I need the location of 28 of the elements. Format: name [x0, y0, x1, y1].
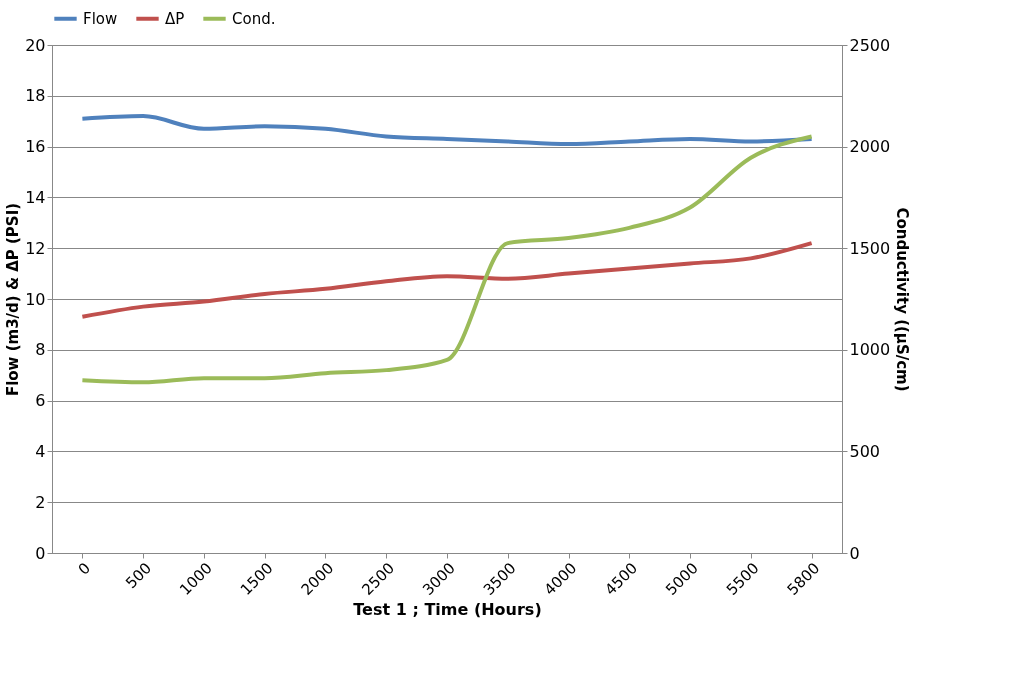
y-tick-label: 14 [25, 187, 46, 207]
y-tick-label: 16 [25, 137, 46, 157]
y2-tick-label: 2000 [849, 137, 891, 157]
y2-tick-label: 500 [849, 441, 881, 461]
legend-label: Cond. [232, 9, 276, 28]
y-tick-label: 10 [25, 289, 46, 309]
y2-tick-label: 1500 [849, 238, 891, 258]
y-tick-label: 4 [35, 441, 46, 461]
y2-axis-title: Conductivity ((µS/cm) [893, 207, 912, 392]
x-tick-label: 0 [74, 559, 95, 579]
y-tick-label: 6 [35, 391, 46, 411]
y2-tick-label: 1000 [849, 340, 891, 360]
line-series [80, 114, 814, 147]
y-tick-label: 2 [35, 492, 46, 512]
y-tick-label: 18 [25, 86, 46, 106]
line-series [80, 241, 814, 319]
legend-label: ΔP [165, 9, 185, 28]
y-tick-label: 0 [35, 543, 46, 563]
y2-tick-label: 2500 [849, 35, 891, 55]
y-tick-label: 20 [25, 35, 46, 55]
x-axis-title: Test 1 ; Time (Hours) [353, 600, 542, 620]
y2-tick-label: 0 [849, 543, 860, 563]
y-tick-label: 8 [35, 340, 46, 360]
y-tick-label: 12 [25, 238, 46, 258]
line-series [80, 134, 814, 385]
legend-label: Flow [83, 9, 118, 28]
x-tick-label: 500 [121, 559, 155, 593]
y-axis-title: Flow (m3/d) & ΔP (PSI) [4, 202, 23, 397]
